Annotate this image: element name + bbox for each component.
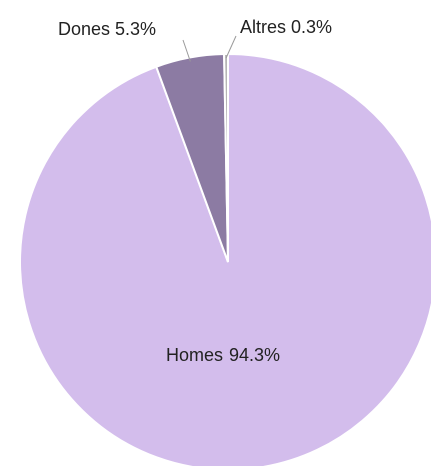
category-name: Altres [240, 17, 286, 37]
pie-label: Homes 94.3% [166, 345, 280, 365]
value-label: 94.3% [229, 345, 280, 365]
pie-slice [19, 52, 431, 466]
pie-label: Dones 5.3% [58, 19, 156, 39]
value-label: 5.3% [115, 19, 156, 39]
leader-line [225, 35, 237, 59]
leader-line [182, 39, 191, 62]
value-label: 0.3% [291, 17, 332, 37]
pie-label: Altres 0.3% [240, 17, 332, 37]
category-name: Dones [58, 19, 110, 39]
category-name: Homes [166, 345, 223, 365]
